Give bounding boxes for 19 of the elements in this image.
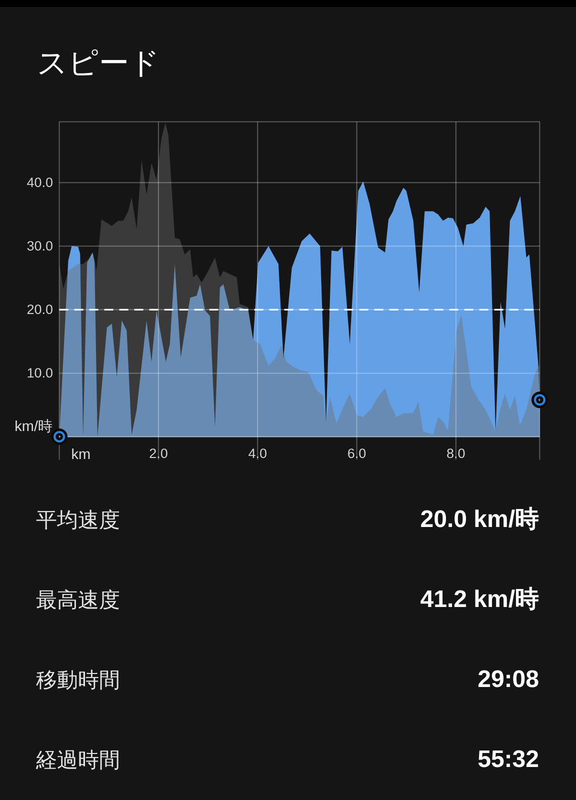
text: 29:08	[478, 666, 539, 693]
text: 41.2 km/時	[420, 586, 539, 613]
y-tick-label: 10.0	[26, 366, 53, 381]
x-tick-label: 8.0	[446, 446, 466, 461]
chart-title: スピード	[37, 47, 160, 80]
text: 経過時間	[35, 749, 120, 772]
y-tick-label: 30.0	[26, 238, 53, 254]
y-tick-label: 20.0	[26, 302, 53, 318]
y-axis-title: km/時	[14, 418, 53, 435]
text: 最高速度	[36, 589, 120, 612]
text: 平均速度	[36, 509, 120, 532]
text: 20.0 km/時	[420, 506, 539, 533]
text: 移動時間	[36, 669, 120, 692]
x-tick-label: 2.0	[149, 446, 168, 461]
x-axis-title: km	[71, 447, 91, 463]
x-tick-label: 6.0	[347, 446, 366, 461]
x-tick-label: 4.0	[248, 446, 267, 461]
text: 55:32	[478, 746, 539, 773]
y-tick-label: 40.0	[26, 175, 53, 190]
